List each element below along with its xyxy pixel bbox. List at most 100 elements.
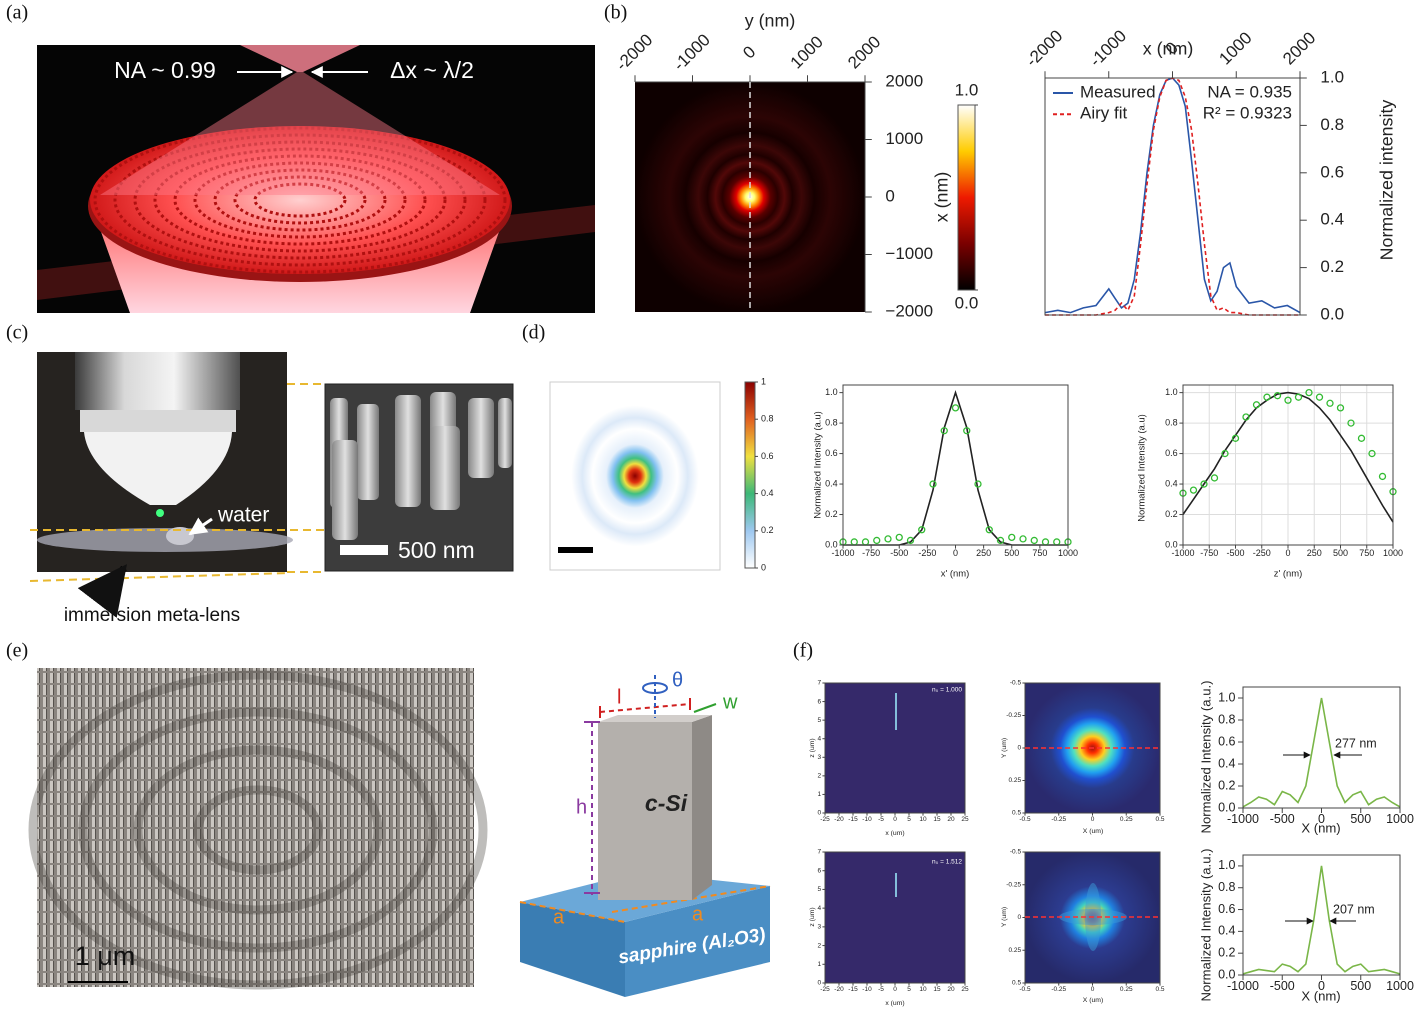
heatmap-image <box>825 852 965 983</box>
data-point <box>951 404 960 412</box>
y-tick-label: 1000 <box>885 129 923 148</box>
x-tick-label: 15 <box>933 816 941 823</box>
y-tick-label: 0.4 <box>1165 478 1178 488</box>
heatmap-image <box>550 382 720 570</box>
y-tick-label: 3 <box>817 754 821 761</box>
y-tick-label: 0.0 <box>1218 967 1235 981</box>
panel-c-photo-part <box>80 410 236 432</box>
data-point <box>985 526 993 534</box>
x-tick-label: 250 <box>1307 548 1322 558</box>
scale-label: 1 μm <box>75 941 136 971</box>
colorbar-label: 0.6 <box>761 451 774 461</box>
x-tick-label: -5 <box>878 986 884 993</box>
x-tick-label: 5 <box>907 816 911 823</box>
data-point <box>974 480 982 488</box>
x-tick-label: -0.5 <box>1019 986 1031 993</box>
panel-c-photo-part <box>29 572 288 582</box>
charts: -2000 -1000 0 1000 2000−2000−1000010002000y … <box>549 11 1414 1007</box>
y-tick-label: 3 <box>817 924 821 931</box>
y-tick-label: 0.0 <box>1218 800 1235 814</box>
plot-area <box>1243 687 1400 808</box>
x-tick-label: 2000 <box>1279 28 1319 68</box>
x-tick-label: 500 <box>1350 812 1371 826</box>
x-tick-label: -25 <box>820 986 830 993</box>
annotation: 277 nm <box>1335 736 1377 750</box>
data-point <box>996 536 1005 545</box>
x-axis-label: X (nm) <box>1301 988 1340 1003</box>
y-tick-label: 7 <box>817 849 821 856</box>
panel-c-sem-part <box>468 398 494 478</box>
data-point <box>929 480 937 488</box>
annotation: R² = 0.9323 <box>1203 103 1292 122</box>
y-tick-label: 5 <box>817 886 821 893</box>
x-tick-label: 0.25 <box>1120 816 1133 823</box>
panel-e-sem-part <box>37 668 474 987</box>
y-tick-label: 0.6 <box>1218 902 1235 916</box>
panel-a-render-part-part <box>233 175 367 225</box>
x-axis-label: x' (nm) <box>941 569 970 580</box>
y-tick-label: 1 <box>817 791 821 798</box>
x-tick-label: -1000 <box>831 548 854 558</box>
x-tick-label: 2000 <box>844 32 884 72</box>
y-tick-label: 0.8 <box>1165 417 1178 427</box>
x-tick-label: -15 <box>848 986 858 993</box>
panel-e-sem-part-part <box>133 745 383 915</box>
x-tick-label: 20 <box>947 986 955 993</box>
caption: immersion meta-lens <box>64 605 240 626</box>
x-tick-label: 750 <box>1359 548 1374 558</box>
panel-c-photo-part <box>156 509 164 517</box>
x-tick-label: 0.5 <box>1155 986 1164 993</box>
y-axis-label: z (um) <box>809 738 816 757</box>
x-tick-label: 500 <box>1350 979 1371 993</box>
panel-a-render-part-part <box>253 182 347 218</box>
data-point <box>1221 449 1229 458</box>
x-tick-label: -20 <box>834 816 844 823</box>
x-axis-label: x (nm) <box>1143 39 1194 59</box>
annotation: NA ~ 0.99 <box>114 57 216 83</box>
diagram-label: l <box>617 686 621 708</box>
y-tick-label: -0.25 <box>1006 881 1021 888</box>
y-tick-label: 0.0 <box>1165 539 1178 549</box>
data-point <box>1273 392 1282 400</box>
x-tick-label: -0.25 <box>1051 986 1066 993</box>
panel-c-sem-part <box>395 395 421 507</box>
x-axis-label: X (um) <box>1083 997 1103 1004</box>
plot-area <box>1243 855 1400 975</box>
y-tick-label: -0.5 <box>1010 849 1022 856</box>
panel-a-render: NA ~ 0.99 Δx ~ λ/2 <box>37 45 595 313</box>
annotation: n₀ = 1.512 <box>932 859 962 866</box>
y-tick-label: 0 <box>1017 745 1021 752</box>
x-tick-label: 10 <box>919 986 927 993</box>
panel-c-sem: 500 nm <box>324 383 514 572</box>
panel-c-photo-part <box>188 517 213 536</box>
x-tick-label: 1000 <box>1386 979 1414 993</box>
data-point <box>1189 486 1198 494</box>
y-tick-label: 6 <box>817 867 821 874</box>
data-point <box>1019 535 1027 543</box>
y-tick-label: 0.8 <box>1320 115 1344 134</box>
data-line <box>1242 697 1401 808</box>
x-tick-label: -750 <box>1200 548 1218 558</box>
panel-c-photo-part <box>75 352 240 410</box>
x-tick-label: -250 <box>1253 548 1271 558</box>
x-axis-label: X (um) <box>1083 828 1103 835</box>
heatmap-overlays <box>558 82 1362 951</box>
y-tick-label: 1.0 <box>1320 67 1344 86</box>
y-tick-label: 1.0 <box>1218 858 1235 872</box>
y-tick-label: 0.25 <box>1008 777 1021 784</box>
x-axis-label: X (nm) <box>1301 820 1340 835</box>
panel-e-unit-cell-part <box>520 902 625 997</box>
x-tick-label: -20 <box>834 986 844 993</box>
panel-a-render-part-part <box>213 168 387 232</box>
y-tick-label: 0.4 <box>825 478 838 488</box>
data-point <box>1294 393 1303 401</box>
y-tick-label: 4 <box>817 905 821 912</box>
x-tick-label: -500 <box>890 548 908 558</box>
data-line <box>1242 865 1401 975</box>
y-tick-label: 0.2 <box>825 509 838 519</box>
y-axis-label: Normalized Intensity (a.u.) <box>1198 849 1213 1002</box>
annotation: water <box>217 504 269 527</box>
x-tick-label: 500 <box>1004 548 1019 558</box>
